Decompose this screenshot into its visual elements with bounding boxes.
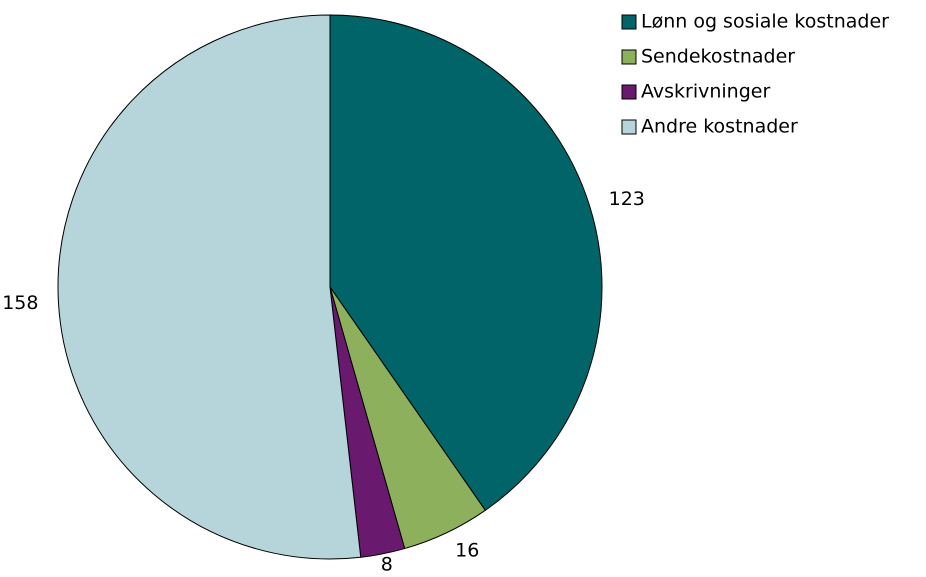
- pie-slice: [57, 14, 362, 560]
- data-label: 158: [2, 292, 38, 314]
- pie-slice: [329, 14, 603, 511]
- legend-swatch: [621, 49, 637, 65]
- data-label: 16: [455, 539, 479, 561]
- legend-swatch: [621, 119, 637, 135]
- data-label: 123: [609, 188, 645, 210]
- legend-label: Andre kostnader: [641, 116, 798, 138]
- legend-label: Lønn og sosiale kostnader: [641, 11, 889, 33]
- legend-label: Avskrivninger: [641, 81, 770, 103]
- legend-label: Sendekostnader: [641, 46, 795, 68]
- legend-swatch: [621, 14, 637, 30]
- data-label: 8: [381, 554, 393, 576]
- legend-swatch: [621, 84, 637, 100]
